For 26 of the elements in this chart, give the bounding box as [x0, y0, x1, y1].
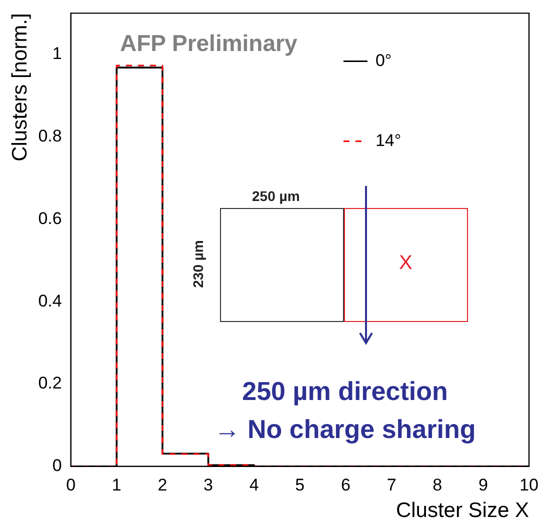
x-tick-label: 1 [112, 475, 122, 494]
x-tick-label: 8 [432, 475, 442, 494]
x-axis-title: Cluster Size X [396, 499, 529, 522]
y-tick-label: 0.6 [38, 208, 62, 228]
x-tick-label: 4 [249, 475, 259, 494]
x-tick-label: 2 [158, 475, 168, 494]
annotation: AFP Preliminary [120, 30, 298, 57]
y-axis-title: Clusters [norm.] [8, 13, 32, 162]
legend-label: 0° [375, 50, 392, 70]
x-tick-label: 0 [66, 475, 76, 494]
x-tick-label: 10 [520, 475, 538, 494]
legend-label: 14° [375, 130, 402, 150]
x-tick-label: 9 [478, 475, 488, 494]
y-tick-label: 0 [52, 456, 62, 476]
annotation: 250 µm [252, 188, 300, 204]
x-tick-label: 7 [386, 475, 396, 494]
annotation: 250 µm direction → No charge sharing [213, 375, 477, 446]
x-tick-label: 6 [341, 475, 350, 494]
y-tick-label: 1 [52, 44, 62, 64]
annotation: X [399, 252, 412, 275]
y-tick-label: 0.8 [38, 126, 62, 146]
x-tick-label: 5 [295, 475, 305, 494]
x-tick-label: 3 [204, 475, 214, 494]
y-tick-label: 0.4 [38, 291, 62, 310]
annotation: 230 µm [190, 240, 206, 288]
y-tick-label: 0.2 [38, 374, 62, 393]
